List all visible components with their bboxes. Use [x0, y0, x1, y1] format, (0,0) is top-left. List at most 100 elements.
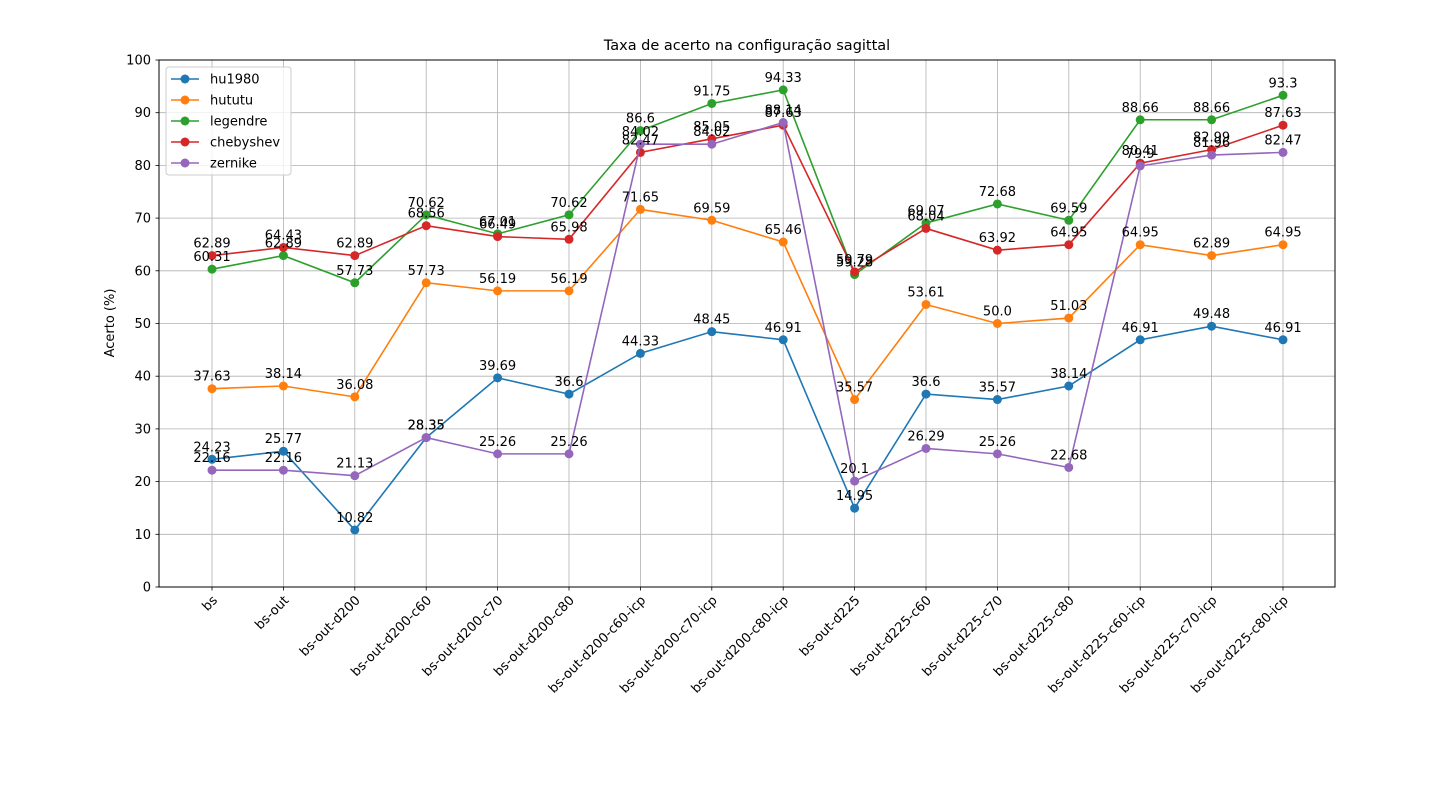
legend-label: zernike: [210, 157, 257, 172]
legend-item: legendre: [171, 115, 267, 130]
data-label: 82.47: [622, 133, 659, 148]
data-point: [1207, 150, 1217, 160]
data-label: 93.3: [1269, 76, 1298, 91]
data-label: 86.6: [626, 112, 655, 127]
legend-label: chebyshev: [210, 136, 280, 151]
data-point: [207, 251, 217, 261]
data-point: [635, 126, 645, 136]
y-tick-label: 60: [134, 264, 151, 279]
data-point: [493, 232, 503, 242]
data-label: 38.14: [265, 367, 302, 382]
data-point: [421, 221, 431, 231]
data-label: 94.33: [765, 71, 802, 86]
data-point: [350, 525, 360, 535]
data-label: 48.45: [693, 313, 730, 328]
data-point: [635, 204, 645, 214]
data-point: [564, 234, 574, 244]
legend-marker: [180, 116, 190, 126]
y-tick-label: 10: [134, 528, 151, 543]
series-hututu: [207, 204, 1288, 405]
data-label: 71.65: [622, 190, 659, 205]
series-hu1980: [207, 321, 1288, 535]
data-point: [350, 251, 360, 261]
data-point: [278, 381, 288, 391]
series-line: [211, 325, 1284, 532]
data-point: [992, 245, 1002, 255]
data-point: [707, 98, 717, 108]
data-point: [1064, 215, 1074, 225]
data-point: [635, 348, 645, 358]
data-point: [278, 465, 288, 475]
data-label: 36.6: [912, 375, 941, 390]
y-tick-label: 90: [134, 106, 151, 121]
data-point: [564, 210, 574, 220]
data-point: [778, 118, 788, 128]
y-tick-label: 70: [134, 212, 151, 227]
data-point: [778, 335, 788, 345]
data-point: [350, 278, 360, 288]
legend-marker: [180, 137, 190, 147]
data-label: 88.14: [765, 104, 802, 119]
data-point: [278, 446, 288, 456]
data-label: 63.92: [979, 231, 1016, 246]
data-point: [1135, 335, 1145, 345]
data-point: [850, 476, 860, 486]
data-label: 21.13: [336, 457, 373, 472]
data-label: 85.05: [693, 120, 730, 135]
data-label: 36.6: [555, 375, 584, 390]
data-label: 35.57: [979, 381, 1016, 396]
legend-item: zernike: [171, 157, 257, 172]
y-tick-label: 50: [134, 317, 151, 332]
data-label: 46.91: [765, 321, 802, 336]
data-point: [1135, 240, 1145, 250]
data-label: 70.62: [550, 196, 587, 211]
data-label: 59.28: [836, 256, 873, 271]
data-point: [564, 389, 574, 399]
data-point: [493, 449, 503, 459]
data-label: 56.19: [550, 272, 587, 287]
data-label: 69.59: [693, 201, 730, 216]
data-label: 84.02: [622, 125, 659, 140]
data-label: 38.14: [1050, 367, 1087, 382]
series-line: [211, 88, 1284, 284]
data-point: [207, 465, 217, 475]
data-point: [1207, 115, 1217, 125]
legend-label: hu1980: [210, 73, 260, 88]
data-label: 36.08: [336, 378, 373, 393]
data-label: 25.26: [979, 435, 1016, 450]
data-label: 59.79: [836, 253, 873, 268]
data-label: 56.19: [479, 272, 516, 287]
data-point: [778, 237, 788, 247]
data-point: [850, 503, 860, 513]
data-label: 69.59: [1050, 201, 1087, 216]
data-label: 65.98: [550, 220, 587, 235]
series-line: [211, 124, 1284, 274]
data-label: 26.29: [907, 429, 944, 444]
data-point: [278, 251, 288, 261]
data-label: 79.9: [1126, 147, 1155, 162]
data-point: [1278, 240, 1288, 250]
data-point: [493, 373, 503, 383]
data-point: [921, 443, 931, 453]
data-label: 66.49: [479, 218, 516, 233]
data-point: [564, 449, 574, 459]
legend-item: hu1980: [171, 73, 260, 88]
data-label: 46.91: [1122, 321, 1159, 336]
series-line: [212, 121, 1284, 483]
data-point: [1207, 321, 1217, 331]
data-point: [921, 299, 931, 309]
data-label: 68.56: [408, 207, 445, 222]
data-label: 35.57: [836, 381, 873, 396]
data-point: [707, 215, 717, 225]
data-label: 60.31: [193, 250, 230, 265]
data-point: [421, 278, 431, 288]
data-point: [350, 471, 360, 481]
data-label: 81.96: [1193, 136, 1230, 151]
legend-marker: [180, 158, 190, 168]
data-point: [992, 395, 1002, 405]
data-point: [778, 85, 788, 95]
data-label: 88.66: [1122, 101, 1159, 116]
data-point: [707, 327, 717, 337]
data-point: [1064, 462, 1074, 472]
